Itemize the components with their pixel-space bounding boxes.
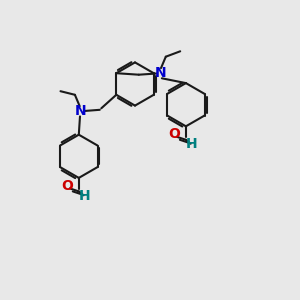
- Text: H: H: [78, 189, 90, 203]
- Text: N: N: [154, 66, 166, 80]
- Text: H: H: [185, 137, 197, 151]
- Text: O: O: [169, 128, 180, 141]
- Text: O: O: [61, 179, 73, 193]
- Text: N: N: [74, 104, 86, 118]
